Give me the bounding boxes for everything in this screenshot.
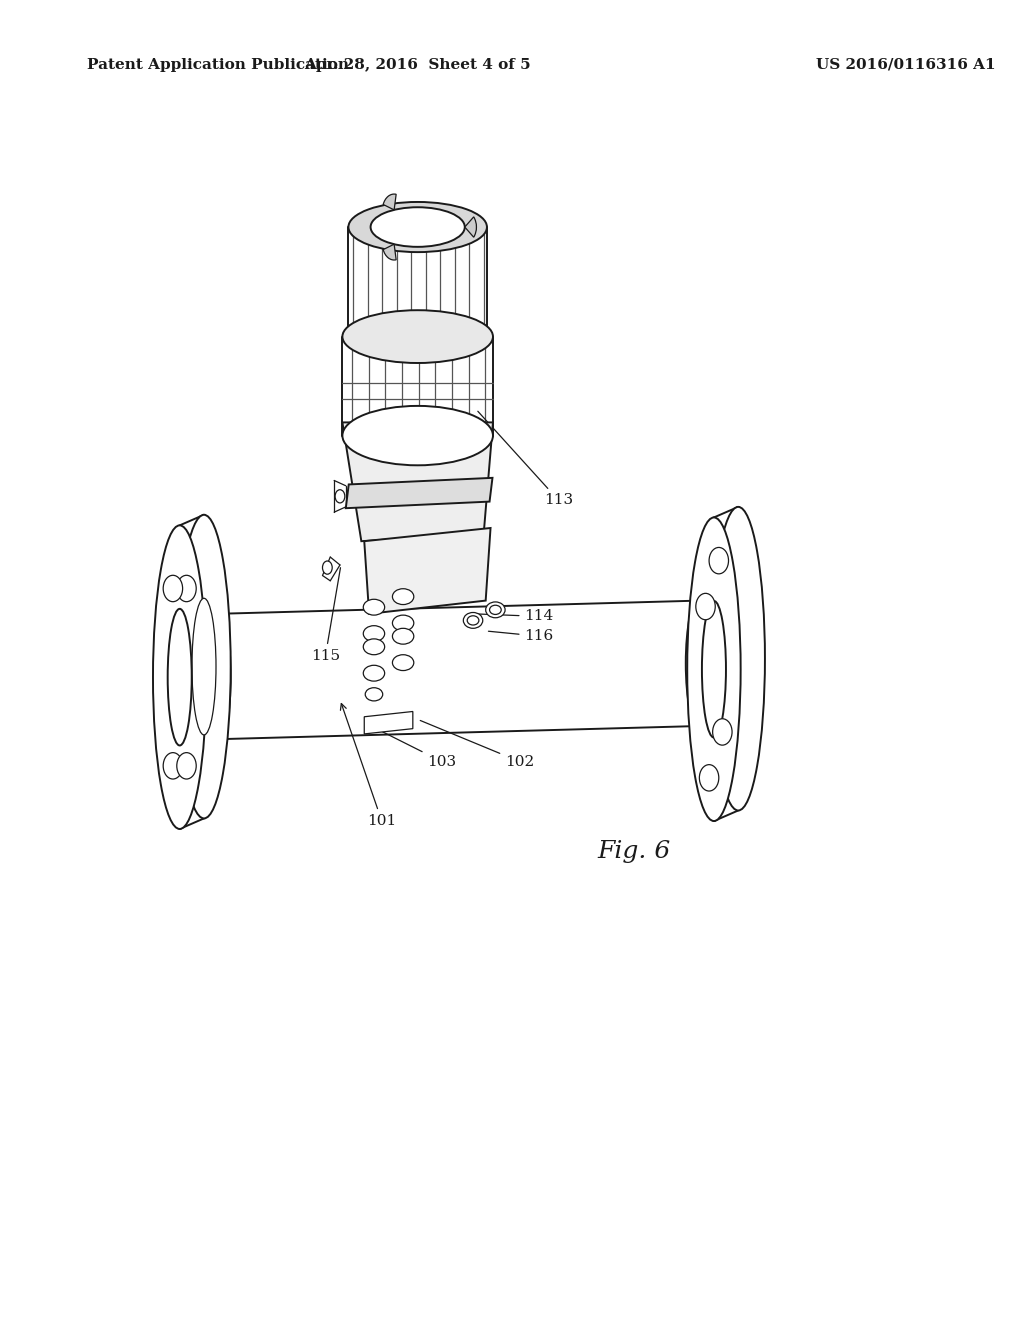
Ellipse shape <box>392 615 414 631</box>
Ellipse shape <box>392 589 414 605</box>
Polygon shape <box>218 601 699 739</box>
Wedge shape <box>465 216 476 238</box>
Text: 116: 116 <box>488 630 554 643</box>
Ellipse shape <box>712 507 765 810</box>
Text: 115: 115 <box>311 568 340 663</box>
Ellipse shape <box>177 515 230 818</box>
Text: 114: 114 <box>476 610 554 623</box>
Circle shape <box>699 764 719 791</box>
Ellipse shape <box>364 599 385 615</box>
Circle shape <box>323 561 332 574</box>
Circle shape <box>335 490 345 503</box>
Text: 101: 101 <box>340 704 396 828</box>
Ellipse shape <box>348 202 487 252</box>
Wedge shape <box>383 244 396 260</box>
Polygon shape <box>342 422 493 541</box>
Polygon shape <box>365 528 490 614</box>
Ellipse shape <box>366 688 383 701</box>
Circle shape <box>696 594 715 620</box>
Ellipse shape <box>342 310 493 363</box>
Ellipse shape <box>191 598 216 735</box>
Ellipse shape <box>489 605 501 615</box>
Polygon shape <box>346 478 493 508</box>
Ellipse shape <box>371 207 465 247</box>
Ellipse shape <box>364 639 385 655</box>
Circle shape <box>163 576 182 602</box>
Text: Fig. 6: Fig. 6 <box>597 840 671 863</box>
Text: US 2016/0116316 A1: US 2016/0116316 A1 <box>816 58 995 71</box>
Text: 103: 103 <box>381 731 457 768</box>
Ellipse shape <box>686 597 713 729</box>
Text: Patent Application Publication: Patent Application Publication <box>87 58 349 71</box>
Text: 113: 113 <box>478 412 573 507</box>
Wedge shape <box>383 194 396 210</box>
Ellipse shape <box>364 665 385 681</box>
Circle shape <box>177 752 197 779</box>
Ellipse shape <box>364 626 385 642</box>
Ellipse shape <box>701 601 726 738</box>
Ellipse shape <box>153 525 207 829</box>
Ellipse shape <box>485 602 505 618</box>
Ellipse shape <box>687 517 740 821</box>
Text: Apr. 28, 2016  Sheet 4 of 5: Apr. 28, 2016 Sheet 4 of 5 <box>304 58 531 71</box>
Ellipse shape <box>463 612 482 628</box>
Circle shape <box>713 718 732 744</box>
Ellipse shape <box>207 610 230 742</box>
Ellipse shape <box>342 407 493 466</box>
Ellipse shape <box>392 655 414 671</box>
Polygon shape <box>365 711 413 734</box>
Circle shape <box>709 548 728 574</box>
Circle shape <box>163 752 182 779</box>
Text: 102: 102 <box>420 721 535 768</box>
Ellipse shape <box>467 615 479 626</box>
Ellipse shape <box>168 609 191 746</box>
Circle shape <box>177 576 197 602</box>
Ellipse shape <box>392 628 414 644</box>
